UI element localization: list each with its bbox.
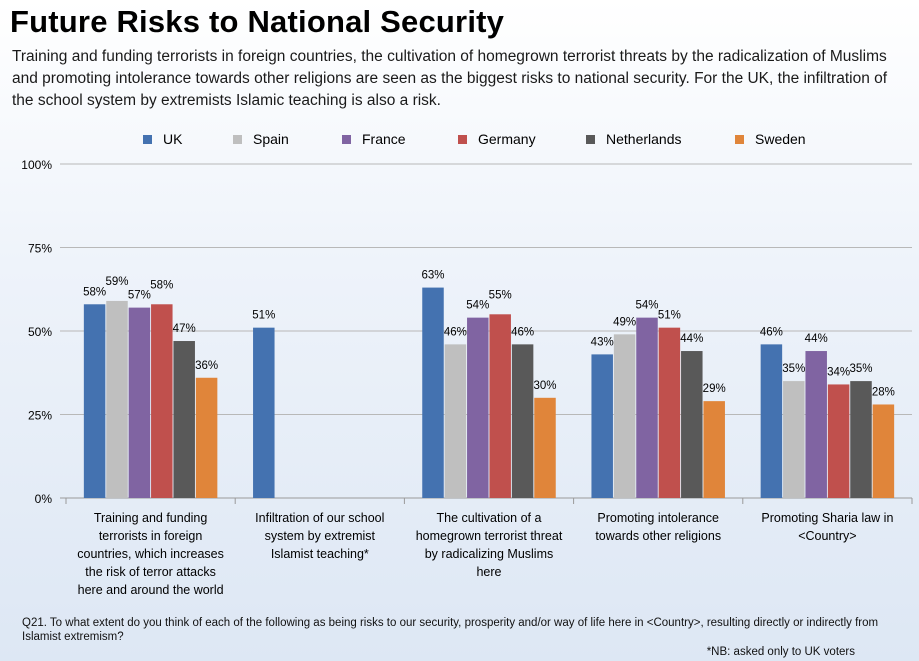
legend-swatch [735, 134, 744, 144]
legend-item: UK [143, 131, 182, 147]
y-tick-label: 50% [28, 325, 52, 339]
legend-label: Germany [478, 131, 536, 147]
data-label: 35% [849, 363, 872, 375]
bar [467, 317, 489, 498]
data-label: 49% [613, 316, 636, 328]
category-label: here and around the world [78, 583, 224, 597]
data-label: 59% [105, 276, 128, 288]
bar [106, 300, 128, 498]
category-label: Training and funding [94, 511, 208, 525]
legend-item: Sweden [735, 131, 806, 147]
bar [827, 384, 850, 498]
category-label: towards other religions [595, 529, 721, 543]
legend-swatch [458, 134, 467, 144]
data-label: 51% [252, 310, 275, 322]
data-label: 57% [128, 290, 151, 302]
bar-chart: 0%25%50%75%100%58%59%57%58%47%36%Trainin… [21, 158, 913, 597]
legend-item: Germany [458, 131, 536, 147]
category-label: by radicalizing Muslims [425, 547, 554, 561]
data-label: 34% [827, 366, 850, 378]
data-label: 46% [511, 326, 534, 338]
legend-label: France [362, 131, 406, 147]
legend-swatch [342, 134, 351, 144]
bar [658, 327, 681, 498]
bar [253, 327, 275, 498]
category-label: Islamist teaching* [271, 547, 369, 561]
category-label: Promoting Sharia law in [761, 511, 893, 525]
legend-label: UK [163, 131, 183, 147]
data-label: 30% [533, 380, 556, 392]
legend-swatch [586, 134, 595, 144]
bar [591, 354, 613, 498]
legend-swatch [143, 134, 152, 144]
nb-note: *NB: asked only to UK voters [706, 646, 855, 658]
data-label: 35% [782, 363, 805, 375]
bar [534, 397, 556, 498]
category-label: terrorists in foreign [99, 529, 203, 543]
data-label: 43% [591, 336, 614, 348]
bar [783, 381, 805, 498]
bar [195, 377, 218, 498]
legend-item: Netherlands [586, 131, 682, 147]
data-label: 58% [83, 286, 106, 298]
category-label: the risk of terror attacks [85, 565, 216, 579]
bar [850, 381, 872, 498]
legend-item: France [342, 131, 406, 147]
bar [489, 314, 511, 498]
bar [151, 304, 173, 498]
legend-item: Spain [233, 131, 289, 147]
data-label: 36% [195, 360, 218, 372]
category-label: The cultivation of a [437, 511, 542, 525]
bar [444, 344, 467, 498]
chart-legend: UK Spain France Germany Netherlands Sweden [0, 131, 919, 149]
data-label: 54% [466, 300, 489, 312]
legend-label: Netherlands [606, 131, 682, 147]
y-tick-label: 25% [28, 409, 52, 423]
page-title: Future Risks to National Security [10, 4, 505, 39]
data-label: 28% [872, 386, 895, 398]
legend-label: Spain [253, 131, 289, 147]
y-tick-label: 0% [35, 492, 53, 506]
category-label: Infiltration of our school [255, 511, 384, 525]
data-label: 58% [150, 279, 173, 291]
y-tick-label: 75% [28, 242, 52, 256]
category-label: here [476, 565, 501, 579]
category-label: countries, which increases [77, 547, 224, 561]
bar [872, 404, 895, 498]
legend-swatch [233, 134, 242, 144]
bar [128, 307, 151, 498]
data-label: 29% [703, 383, 726, 395]
bar [511, 344, 534, 498]
category-label: system by extremist [265, 529, 376, 543]
category-label: <Country> [798, 529, 856, 543]
bar [83, 304, 106, 498]
data-label: 44% [805, 333, 828, 345]
data-label: 46% [444, 326, 467, 338]
bar [760, 344, 783, 498]
category-label: homegrown terrorist threat [416, 529, 563, 543]
category-label: Promoting intolerance [597, 511, 719, 525]
bar [173, 341, 195, 498]
page-subtitle: Training and funding terrorists in forei… [12, 48, 888, 109]
bar [422, 287, 444, 498]
bar [703, 401, 725, 498]
data-label: 47% [173, 323, 196, 335]
data-label: 46% [760, 326, 783, 338]
bar [805, 351, 827, 498]
data-label: 51% [658, 310, 681, 322]
y-tick-label: 100% [21, 158, 52, 172]
question-footnote: Q21. To what extent do you think of each… [22, 617, 879, 643]
data-label: 54% [635, 300, 658, 312]
bar [681, 351, 703, 498]
bar [636, 317, 658, 498]
data-label: 44% [680, 333, 703, 345]
data-label: 55% [489, 289, 512, 301]
data-label: 63% [421, 270, 444, 282]
bar [613, 334, 636, 498]
legend-label: Sweden [755, 131, 806, 147]
